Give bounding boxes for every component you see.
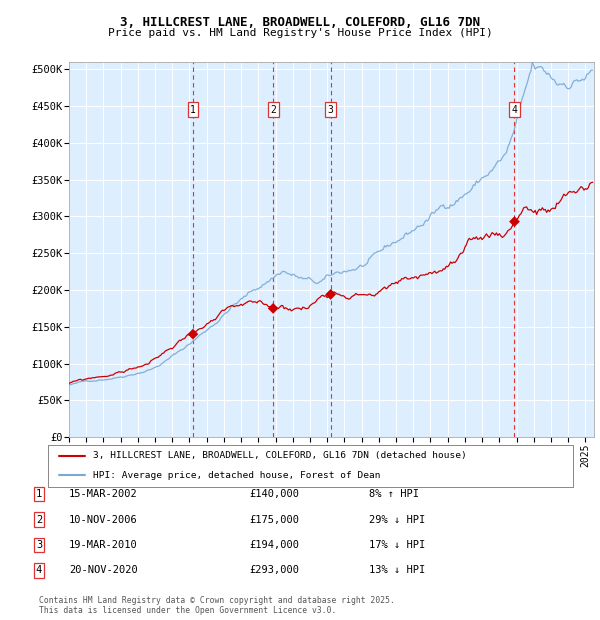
Text: HPI: Average price, detached house, Forest of Dean: HPI: Average price, detached house, Fore…	[92, 471, 380, 480]
Text: 4: 4	[36, 565, 42, 575]
Text: 3, HILLCREST LANE, BROADWELL, COLEFORD, GL16 7DN (detached house): 3, HILLCREST LANE, BROADWELL, COLEFORD, …	[92, 451, 466, 461]
Text: 1: 1	[190, 105, 196, 115]
Text: 1: 1	[36, 489, 42, 499]
Point	[509, 216, 519, 226]
Text: 19-MAR-2010: 19-MAR-2010	[69, 540, 138, 550]
Point	[188, 329, 198, 339]
Text: Price paid vs. HM Land Registry's House Price Index (HPI): Price paid vs. HM Land Registry's House …	[107, 28, 493, 38]
Text: 29% ↓ HPI: 29% ↓ HPI	[369, 515, 425, 525]
Text: 2: 2	[36, 515, 42, 525]
Point	[268, 303, 278, 313]
Text: Contains HM Land Registry data © Crown copyright and database right 2025.
This d: Contains HM Land Registry data © Crown c…	[39, 596, 395, 615]
Text: 13% ↓ HPI: 13% ↓ HPI	[369, 565, 425, 575]
Text: 8% ↑ HPI: 8% ↑ HPI	[369, 489, 419, 499]
Text: £293,000: £293,000	[249, 565, 299, 575]
Text: £140,000: £140,000	[249, 489, 299, 499]
Text: 2: 2	[270, 105, 276, 115]
Text: 4: 4	[512, 105, 517, 115]
Text: 10-NOV-2006: 10-NOV-2006	[69, 515, 138, 525]
Text: 3, HILLCREST LANE, BROADWELL, COLEFORD, GL16 7DN: 3, HILLCREST LANE, BROADWELL, COLEFORD, …	[120, 16, 480, 29]
Text: 17% ↓ HPI: 17% ↓ HPI	[369, 540, 425, 550]
Text: £194,000: £194,000	[249, 540, 299, 550]
Text: 15-MAR-2002: 15-MAR-2002	[69, 489, 138, 499]
Text: 3: 3	[36, 540, 42, 550]
Text: 20-NOV-2020: 20-NOV-2020	[69, 565, 138, 575]
Point	[326, 290, 335, 299]
Text: 3: 3	[328, 105, 334, 115]
Text: £175,000: £175,000	[249, 515, 299, 525]
